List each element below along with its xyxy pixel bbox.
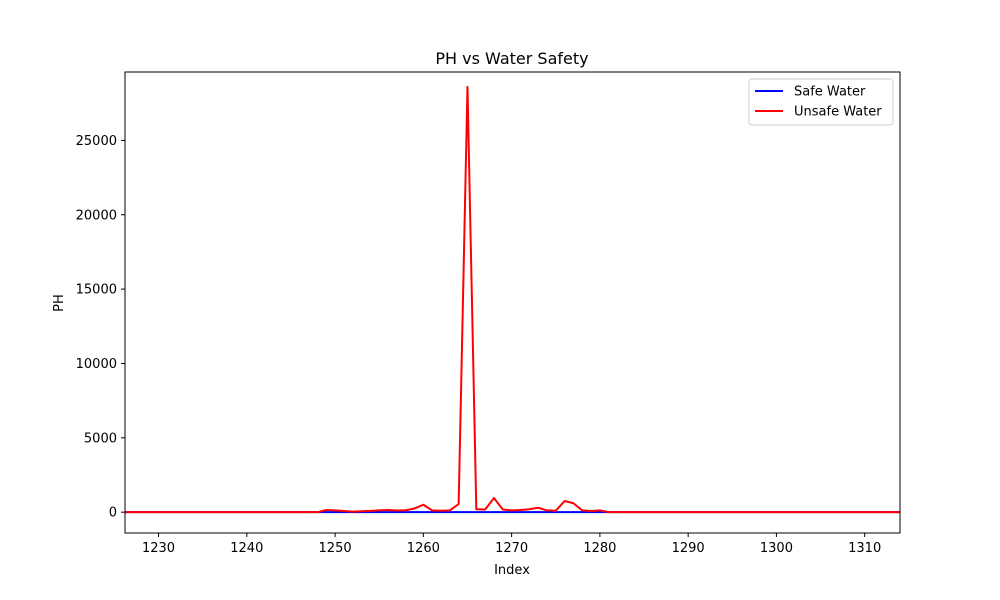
y-tick-label: 0 <box>109 506 117 521</box>
x-axis-ticks: 1230 1240 1250 1260 1270 1280 1290 1300 1310 <box>142 533 881 556</box>
series-line-unsafe-water <box>125 85 900 514</box>
y-tick-label: 15000 <box>76 283 117 298</box>
x-tick-label: 1230 <box>142 541 175 556</box>
y-axis-label: PH <box>52 294 67 312</box>
x-tick-label: 1260 <box>407 541 440 556</box>
legend-box <box>748 78 894 126</box>
y-tick-label: 25000 <box>76 134 117 149</box>
x-axis-label: Index <box>494 563 530 578</box>
x-tick-label: 1270 <box>495 541 528 556</box>
x-tick-label: 1280 <box>583 541 616 556</box>
y-tick-label: 10000 <box>76 357 117 372</box>
x-tick-label: 1300 <box>760 541 793 556</box>
series-layer <box>125 85 900 514</box>
y-tick-label: 5000 <box>84 431 117 446</box>
x-tick-label: 1290 <box>672 541 705 556</box>
plot-area <box>125 72 900 533</box>
legend: Safe Water Unsafe Water <box>748 78 894 126</box>
x-tick-label: 1240 <box>230 541 263 556</box>
x-tick-label: 1250 <box>319 541 352 556</box>
plot-frame <box>124 71 901 534</box>
x-tick-label: 1310 <box>848 541 881 556</box>
y-axis-ticks: 0 5000 10000 15000 20000 25000 <box>76 134 125 521</box>
y-tick-label: 20000 <box>76 208 117 223</box>
legend-label-safe-water: Safe Water <box>794 85 866 100</box>
legend-label-unsafe-water: Unsafe Water <box>794 105 882 120</box>
chart-title: PH vs Water Safety <box>435 49 588 68</box>
